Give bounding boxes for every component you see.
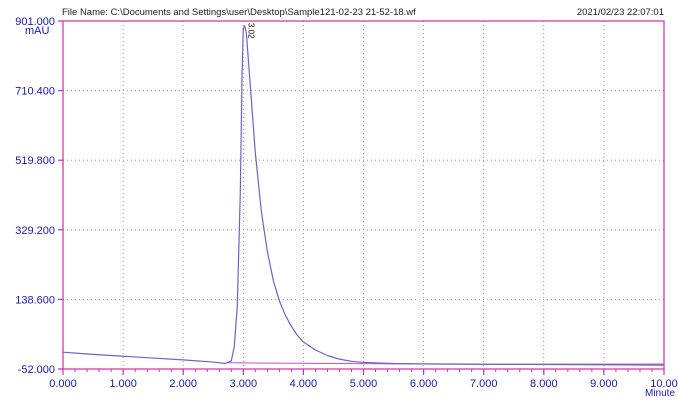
file-name-label: File Name: C:\Documents and Settings\use… (62, 7, 416, 18)
x-tick-label: 0.000 (49, 378, 77, 390)
x-tick-label: 4.000 (290, 378, 318, 390)
y-tick-label: 138.600 (15, 294, 55, 306)
x-tick-label: 3.000 (230, 378, 258, 390)
y-tick-label: 710.400 (15, 86, 55, 98)
y-axis-ticks: -52.000 138.600 329.200 519.800 710.400 901.0… (15, 16, 63, 376)
x-tick-label: 10.00 (650, 378, 678, 390)
grid-lines (63, 21, 664, 369)
timestamp-label: 2021/02/23 22:07:01 (577, 7, 664, 18)
x-tick-label: 2.000 (169, 378, 197, 390)
y-tick-label: 901.000 (15, 16, 55, 28)
y-tick-label: -52.000 (18, 364, 55, 376)
x-tick-label: 8.000 (530, 378, 558, 390)
x-tick-label: 1.000 (109, 378, 137, 390)
x-axis-unit-label: Minute (645, 388, 675, 398)
x-axis-ticks: 0.000 1.000 2.000 3.000 4.000 5.000 6.000 7.000… (49, 369, 678, 390)
x-tick-label: 6.000 (410, 378, 438, 390)
y-tick-label: 329.200 (15, 225, 55, 237)
y-axis-unit-label: mAU (25, 25, 50, 37)
y-tick-label: 519.800 (15, 155, 55, 167)
x-tick-label: 5.000 (350, 378, 378, 390)
x-tick-label: 9.000 (590, 378, 618, 390)
peak-annotation-label: 3.02 (247, 23, 256, 39)
x-tick-label: 7.000 (470, 378, 498, 390)
signal-line (62, 25, 664, 365)
